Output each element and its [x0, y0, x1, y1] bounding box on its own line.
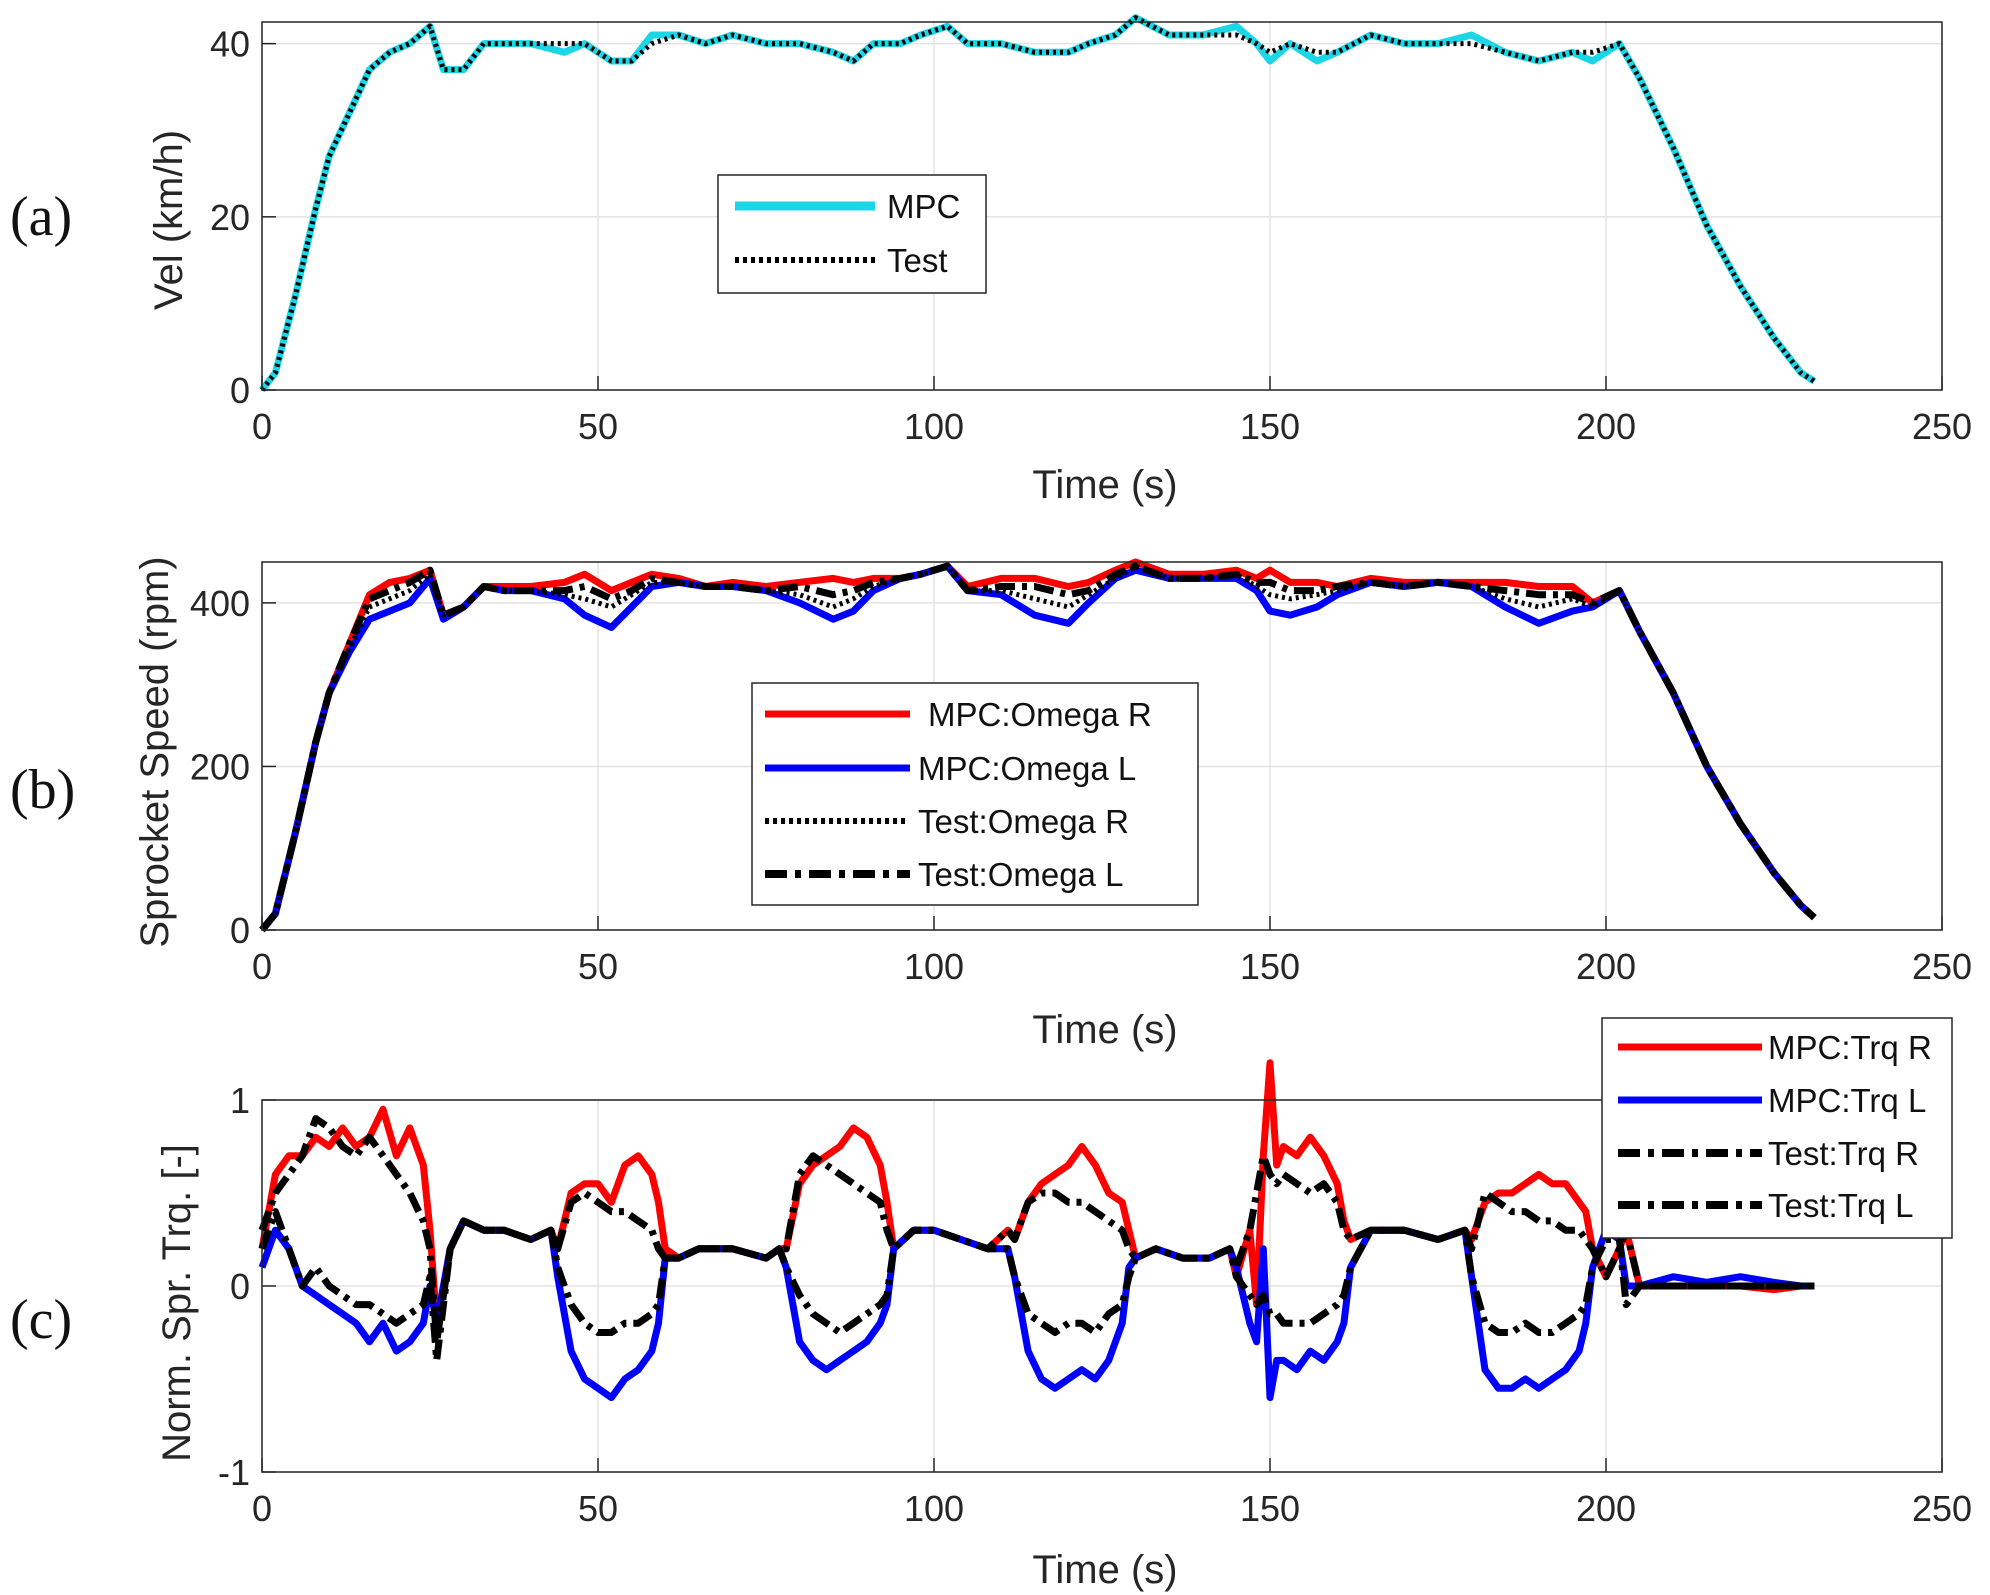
legend-label-mpc: MPC: [887, 188, 960, 225]
y-tick-label-a-1: 20: [210, 197, 250, 238]
panel-label-c: (c): [10, 1289, 72, 1351]
legend-box-c: [1601, 1017, 1953, 1239]
y-tick-label-b-2: 400: [190, 583, 250, 624]
legend-label-omega-r: MPC:Omega R: [928, 696, 1152, 733]
y-tick-label-c-0: -1: [218, 1452, 250, 1493]
legend-label-omega-l: MPC:Omega L: [918, 750, 1136, 787]
series-a: [259, 14, 1817, 393]
panel-b-sprocket-speed: (b) Sprocket Speed (rpm) Time (s) 0 50 100…: [10, 556, 1972, 1052]
legend-label-test-trq-r: Test:Trq R: [1768, 1135, 1919, 1172]
legend-label-test: Test: [887, 242, 948, 279]
ticks-b: 0 50 100 150 200 250 0 200 400: [190, 583, 1972, 987]
ticks-a: 0 50 100 150 200 250 0 20 40: [210, 24, 1972, 447]
panel-a-velocity: (a) Vel (km/h) Time (s) 0 50 100 150 200 2500…: [10, 14, 1972, 507]
series-line-b-mpc-omega-l: [259, 562, 1817, 933]
legend-b: MPC:Omega R MPC:Omega L Test:Omega R Tes…: [751, 682, 1199, 906]
panel-label-b: (b): [10, 759, 75, 821]
x-tick-label-c-4: 200: [1576, 1488, 1636, 1529]
x-tick-label-b-1: 50: [578, 946, 618, 987]
legend-box-a: [717, 174, 987, 294]
xlabel-a: Time (s): [1032, 463, 1177, 507]
y-tick-label-c-2: 1: [230, 1080, 250, 1121]
series-b: [259, 558, 1817, 933]
x-tick-label-a-5: 250: [1912, 406, 1972, 447]
ticks-c: 0 50 100 150 200 250-101: [218, 1080, 1972, 1529]
legend-c: MPC:Trq R MPC:Trq L Test:Trq R Test:Trq …: [1601, 1017, 1953, 1239]
ylabel-c: Norm. Spr. Trq. [-]: [155, 1144, 199, 1462]
y-tick-label-b-0: 0: [230, 910, 250, 951]
legend-label-test-omega-r: Test:Omega R: [918, 803, 1129, 840]
x-tick-label-b-5: 250: [1912, 946, 1972, 987]
series-line-a-test: [260, 15, 1816, 392]
x-tick-label-c-2: 100: [904, 1488, 964, 1529]
x-tick-label-a-0: 0: [252, 406, 272, 447]
panel-label-a: (a): [10, 186, 72, 248]
y-tick-label-c-1: 0: [230, 1266, 250, 1307]
x-tick-label-c-1: 50: [578, 1488, 618, 1529]
series-line-c-test-trq-l: [258, 1208, 1815, 1364]
legend-label-trq-l: MPC:Trq L: [1768, 1082, 1926, 1119]
x-tick-label-b-0: 0: [252, 946, 272, 987]
ylabel-a: Vel (km/h): [147, 130, 191, 310]
series-c: [258, 1059, 1815, 1402]
plot-area-a: [262, 22, 1942, 390]
ylabel-b: Sprocket Speed (rpm): [133, 556, 177, 947]
y-tick-label-b-1: 200: [190, 746, 250, 787]
x-tick-label-c-3: 150: [1240, 1488, 1300, 1529]
x-tick-label-c-5: 250: [1912, 1488, 1972, 1529]
x-tick-label-a-1: 50: [578, 406, 618, 447]
series-line-b-test-omega-l: [259, 562, 1817, 933]
grid-a: [261, 22, 1943, 391]
x-tick-label-b-4: 200: [1576, 946, 1636, 987]
legend-label-test-trq-l: Test:Trq L: [1768, 1187, 1914, 1224]
x-tick-label-a-3: 150: [1240, 406, 1300, 447]
xlabel-c: Time (s): [1032, 1548, 1177, 1592]
plot-frame-a: [261, 21, 1943, 391]
x-tick-label-b-3: 150: [1240, 946, 1300, 987]
legend-box-b: [751, 682, 1199, 906]
x-tick-label-a-2: 100: [904, 406, 964, 447]
y-tick-label-a-2: 40: [210, 24, 250, 65]
plot-frame-b: [261, 561, 1943, 931]
xlabel-b: Time (s): [1032, 1008, 1177, 1052]
panel-c-normalized-torque: (c) Norm. Spr. Trq. [-] Time (s) 0 50 100 1…: [10, 1017, 1972, 1592]
legend-label-test-omega-l: Test:Omega L: [918, 856, 1123, 893]
legend-label-trq-r: MPC:Trq R: [1768, 1029, 1932, 1066]
y-tick-label-a-0: 0: [230, 370, 250, 411]
x-tick-label-b-2: 100: [904, 946, 964, 987]
x-tick-label-c-0: 0: [252, 1488, 272, 1529]
legend-a: MPC Test: [717, 174, 987, 294]
x-tick-label-a-4: 200: [1576, 406, 1636, 447]
